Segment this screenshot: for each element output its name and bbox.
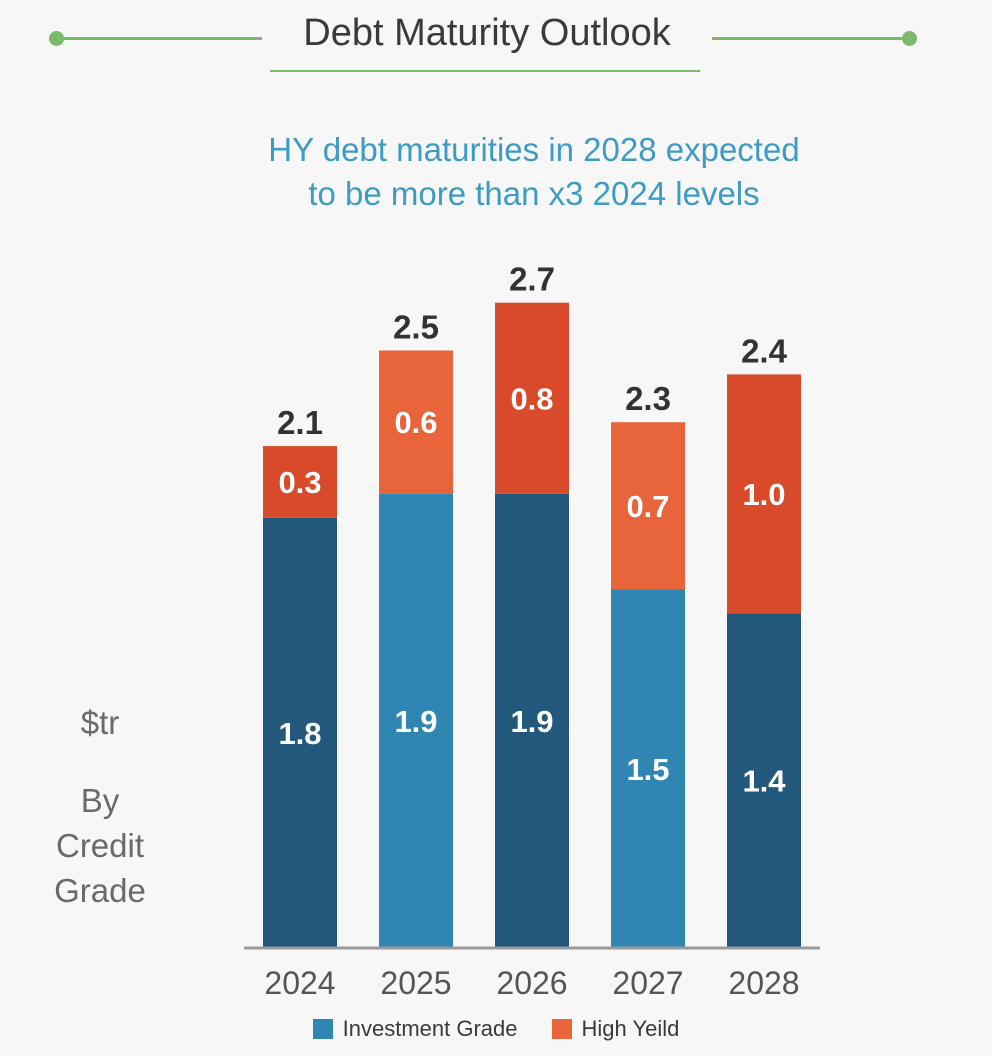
legend-label-high-yield: High Yeild xyxy=(581,1016,680,1041)
data-label-investment-grade-2026: 1.9 xyxy=(510,704,553,739)
subtitle-line-2: to be more than x3 2024 levels xyxy=(308,175,760,212)
data-label-investment-grade-2028: 1.4 xyxy=(742,764,786,799)
y-axis-grade-label: By Credit Grade xyxy=(30,778,170,913)
title-right-dot xyxy=(902,31,917,46)
bar-high-yield-2027 xyxy=(611,422,685,590)
data-label-high-yield-2026: 0.8 xyxy=(510,381,553,416)
data-label-high-yield-2027: 0.7 xyxy=(626,489,669,524)
bar-investment-grade-2027 xyxy=(611,589,685,948)
bar-investment-grade-2028 xyxy=(727,613,801,948)
title-right-line xyxy=(712,37,910,40)
chart-subtitle: HY debt maturities in 2028 expected to b… xyxy=(130,128,938,216)
grade-label-line-2: Credit xyxy=(55,827,145,864)
legend: Investment Grade High Yeild xyxy=(0,1016,992,1042)
legend-label-investment-grade: Investment Grade xyxy=(342,1016,518,1041)
data-label-investment-grade-2025: 1.9 xyxy=(394,704,437,739)
bar-investment-grade-2025 xyxy=(379,493,453,948)
data-label-investment-grade-2024: 1.8 xyxy=(278,716,321,751)
legend-item-high-yield: High Yeild xyxy=(551,1016,680,1042)
x-tick-label-2028: 2028 xyxy=(728,965,799,1001)
total-label-2026: 2.7 xyxy=(509,261,555,298)
bar-high-yield-2028 xyxy=(727,374,801,614)
chart-title: Debt Maturity Outlook xyxy=(303,12,671,54)
x-tick-label-2024: 2024 xyxy=(264,965,335,1001)
title-left-line xyxy=(56,37,262,40)
data-label-high-yield-2025: 0.6 xyxy=(394,405,437,440)
title-row: Debt Maturity Outlook xyxy=(0,0,992,80)
x-tick-label-2025: 2025 xyxy=(380,965,451,1001)
legend-swatch-high-yield xyxy=(551,1019,572,1039)
bar-high-yield-2025 xyxy=(379,350,453,494)
subtitle-line-1: HY debt maturities in 2028 expected xyxy=(268,131,800,168)
bar-high-yield-2026 xyxy=(495,302,569,494)
total-label-2028: 2.4 xyxy=(741,332,788,369)
x-tick-label-2027: 2027 xyxy=(612,965,683,1001)
bar-investment-grade-2024 xyxy=(263,517,337,948)
total-label-2024: 2.1 xyxy=(277,404,323,441)
bar-high-yield-2024 xyxy=(263,446,337,518)
grade-label-line-3: Grade xyxy=(54,872,146,909)
data-label-high-yield-2024: 0.3 xyxy=(278,465,321,500)
grade-label-line-1: By xyxy=(80,782,120,819)
total-label-2027: 2.3 xyxy=(625,380,671,417)
legend-item-investment-grade: Investment Grade xyxy=(312,1016,518,1042)
data-label-investment-grade-2027: 1.5 xyxy=(626,752,669,787)
bar-investment-grade-2026 xyxy=(495,493,569,948)
y-axis-unit-label: $tr xyxy=(80,704,120,741)
legend-swatch-investment-grade xyxy=(312,1019,333,1039)
total-label-2025: 2.5 xyxy=(393,309,439,346)
data-label-high-yield-2028: 1.0 xyxy=(742,477,785,512)
x-tick-label-2026: 2026 xyxy=(496,965,567,1001)
title-underline xyxy=(270,70,700,72)
